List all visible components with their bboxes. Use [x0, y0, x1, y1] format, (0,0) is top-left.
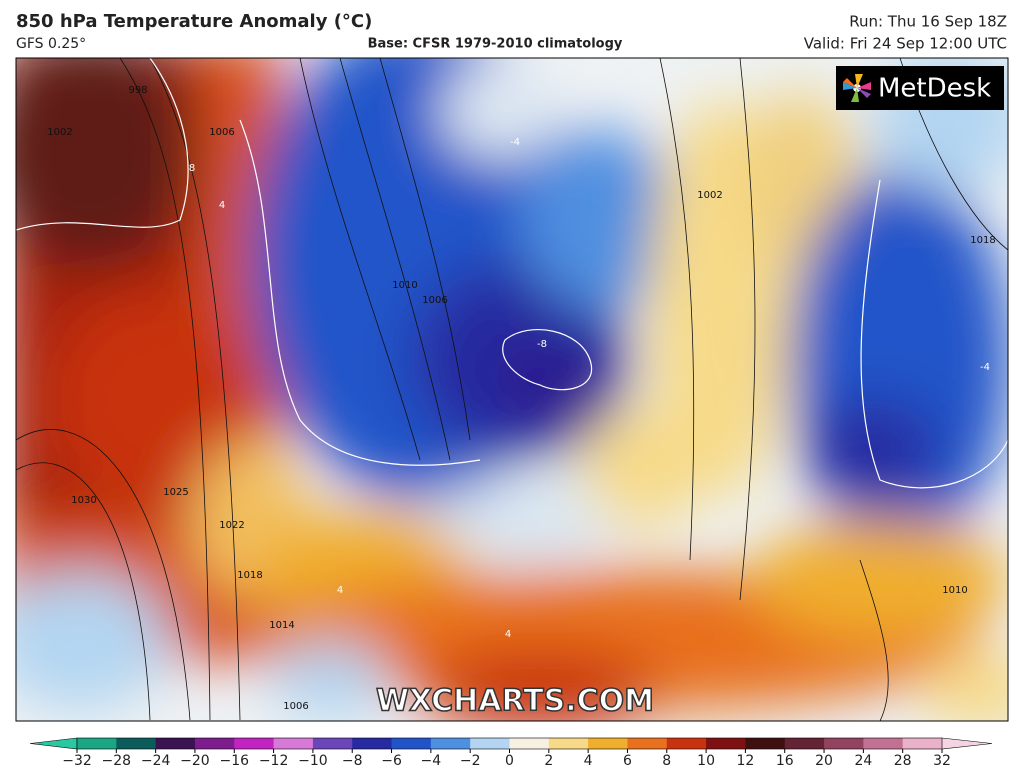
isobar — [119, 58, 211, 721]
contour-label: 1002 — [47, 127, 72, 138]
model: GFS 0.25° — [16, 36, 86, 52]
contour-label: 1006 — [422, 295, 447, 306]
colorbar-segment — [548, 738, 589, 749]
colorbar-segment — [745, 738, 786, 749]
contour-label: 998 — [128, 85, 147, 96]
colorbar-tick-label: −6 — [381, 753, 402, 769]
colorbar-under — [29, 737, 78, 750]
colorbar-tick-label: −32 — [62, 753, 92, 769]
colorbar-tick-label: 28 — [894, 753, 912, 769]
colorbar: −32 −28 −24 −20 −16 −12 −10 −8 −6 −4 −2 0 2 4 6 8 10 12 16… — [29, 737, 993, 769]
contour-label: 1002 — [697, 190, 722, 201]
contour-label: 1006 — [283, 701, 308, 712]
colorbar-segment — [234, 738, 275, 749]
colorbar-tick-label: 6 — [623, 753, 632, 769]
contour-label: -4 — [510, 137, 520, 148]
run: Run: Thu 16 Sep 18Z — [849, 13, 1007, 31]
contour-label: 1018 — [237, 570, 262, 581]
colorbar-segment — [863, 738, 904, 749]
contour-labels: 1002 998 1006 8 4 -4 -8 -4 1010 1006 1030 1025 1022 1… — [47, 85, 995, 712]
isobar — [16, 429, 191, 721]
colorbar-segment — [391, 738, 432, 749]
valid: Valid: Fri 24 Sep 12:00 UTC — [804, 35, 1007, 53]
colorbar-tick-label: 0 — [505, 753, 514, 769]
colorbar-segment — [588, 738, 628, 749]
colorbar-tick-label: 20 — [815, 753, 833, 769]
isobar — [739, 58, 756, 601]
isobar — [659, 58, 695, 561]
contour — [239, 119, 481, 466]
colorbar-segment — [666, 738, 707, 749]
title: 850 hPa Temperature Anomaly (°C) — [16, 11, 372, 32]
colorbar-segment — [273, 738, 314, 749]
colorbar-tick-label: −28 — [102, 753, 132, 769]
isobars — [16, 58, 1008, 721]
watermark: WXCHARTS.COM — [376, 684, 654, 719]
contour-label: 4 — [505, 629, 511, 640]
colorbar-tick-label: −8 — [342, 753, 363, 769]
contour — [860, 179, 1008, 489]
colorbar-segment — [77, 738, 117, 749]
colorbar-segment — [116, 738, 157, 749]
logo-mark — [843, 74, 871, 102]
colorbar-segment — [430, 738, 471, 749]
colorbar-segment — [155, 738, 196, 749]
colorbar-segment — [312, 738, 353, 749]
colorbar-tick-label: 8 — [662, 753, 671, 769]
isobar — [859, 559, 889, 721]
isobar — [16, 462, 151, 721]
isobar — [379, 58, 471, 441]
base: Base: CFSR 1979-2010 climatology — [368, 37, 623, 52]
colorbar-segment — [470, 738, 510, 749]
colorbar-tick-label: −24 — [141, 753, 171, 769]
colorbar-segment — [352, 738, 393, 749]
contour-label: 1010 — [942, 585, 967, 596]
contour-label: 1018 — [970, 235, 995, 246]
colorbar-tick-label: −4 — [421, 753, 442, 769]
colorbar-segment — [784, 738, 825, 749]
contour-label: 1025 — [163, 487, 188, 498]
contour-label: 8 — [189, 163, 195, 174]
contour-label: -8 — [537, 339, 547, 350]
contour-label: -4 — [980, 362, 990, 373]
contour-label: 1030 — [71, 495, 96, 506]
contour-label: 4 — [219, 200, 225, 211]
colorbar-segment — [706, 738, 746, 749]
colorbar-tick-label: −20 — [180, 753, 210, 769]
colorbar-tick-label: 2 — [544, 753, 553, 769]
isobar — [339, 58, 451, 461]
anomaly-contours — [16, 58, 1008, 489]
colorbar-tick-label: 32 — [933, 753, 951, 769]
contour-label: 1006 — [209, 127, 234, 138]
map-frame — [15, 57, 1009, 722]
colorbar-tick-label: 16 — [776, 753, 794, 769]
isobar — [299, 58, 421, 461]
colorbar-tick-label: 10 — [697, 753, 715, 769]
colorbar-segment — [194, 738, 235, 749]
colorbar-tick-label: 4 — [584, 753, 593, 769]
colorbar-tick-label: −16 — [219, 753, 249, 769]
contour — [16, 58, 189, 231]
colorbar-over — [941, 737, 993, 750]
colorbar-tick-label: 12 — [736, 753, 754, 769]
logo-text: MetDesk — [878, 74, 991, 104]
contour-label: 1010 — [392, 280, 417, 291]
colorbar-segment — [509, 738, 550, 749]
map: 1002 998 1006 8 4 -4 -8 -4 1010 1006 1030 1025 1022 1… — [16, 58, 1008, 721]
colorbar-segment — [824, 738, 864, 749]
isobar — [149, 58, 241, 721]
colorbar-tick-label: 24 — [854, 753, 872, 769]
contour-label: 1014 — [269, 620, 294, 631]
contour-label: 4 — [337, 585, 343, 596]
anomaly-field — [16, 58, 1008, 721]
colorbar-tick-label: −10 — [298, 753, 328, 769]
colorbar-segment — [627, 738, 668, 749]
colorbar-segment — [902, 738, 943, 749]
colorbar-tick-label: −12 — [259, 753, 289, 769]
colorbar-tick-label: −2 — [460, 753, 481, 769]
contour-label: 1022 — [219, 520, 244, 531]
contour — [502, 329, 593, 391]
